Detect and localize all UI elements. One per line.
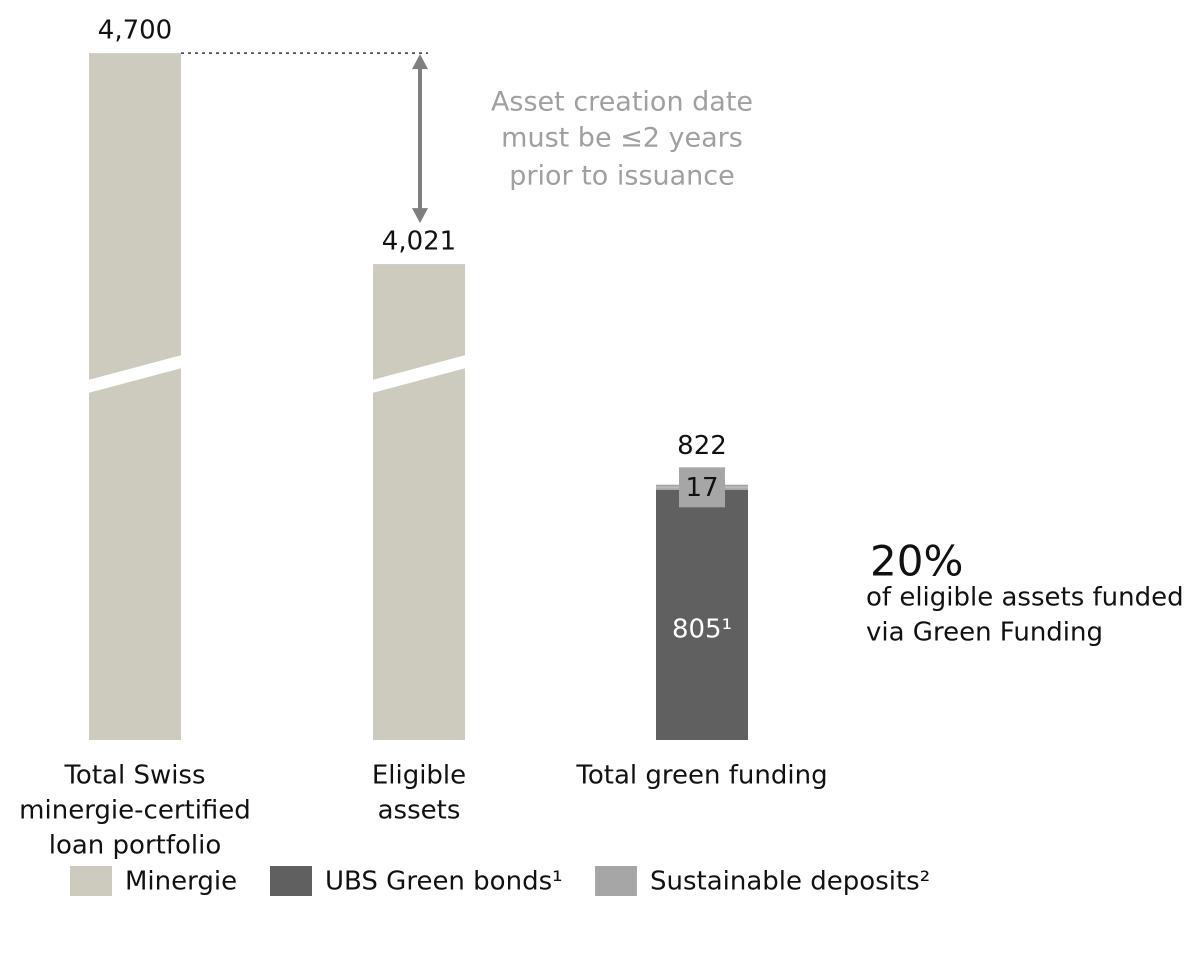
total-label: 822 <box>677 431 727 461</box>
label-box <box>679 467 725 508</box>
bar-segment <box>656 489 748 740</box>
callout-value: 20% <box>870 537 963 586</box>
x-tick-label: loan portfolio <box>49 831 222 861</box>
legend-swatch <box>270 866 312 896</box>
legend-swatch <box>595 866 637 896</box>
callout-text: of eligible assets funded <box>866 583 1184 613</box>
total-label: 4,700 <box>98 16 172 46</box>
annotation: prior to issuance <box>509 161 735 192</box>
value-label: 17 <box>685 473 718 503</box>
legend-label: UBS Green bonds¹ <box>325 867 563 897</box>
annotation: must be ≤2 years <box>501 123 743 154</box>
legend-swatch <box>70 866 112 896</box>
x-tick-label: Eligible <box>372 761 466 791</box>
bar-segment <box>373 264 465 740</box>
total-label: 4,021 <box>382 227 456 257</box>
annotation: Asset creation date <box>491 87 753 118</box>
legend-label: Sustainable deposits² <box>650 867 930 897</box>
legend-label: Minergie <box>125 867 237 897</box>
axis-break <box>372 355 466 393</box>
x-tick-label: assets <box>378 796 461 826</box>
x-tick-label: minergie-certified <box>19 796 251 826</box>
axis-break <box>88 355 182 393</box>
bar-segment <box>89 53 181 741</box>
x-tick-label: Total Swiss <box>63 761 205 791</box>
arrow-head <box>412 54 428 70</box>
value-label: 805¹ <box>672 614 732 644</box>
arrow-head <box>412 208 428 224</box>
callout-text: via Green Funding <box>866 618 1103 648</box>
x-tick-label: Total green funding <box>575 761 827 791</box>
